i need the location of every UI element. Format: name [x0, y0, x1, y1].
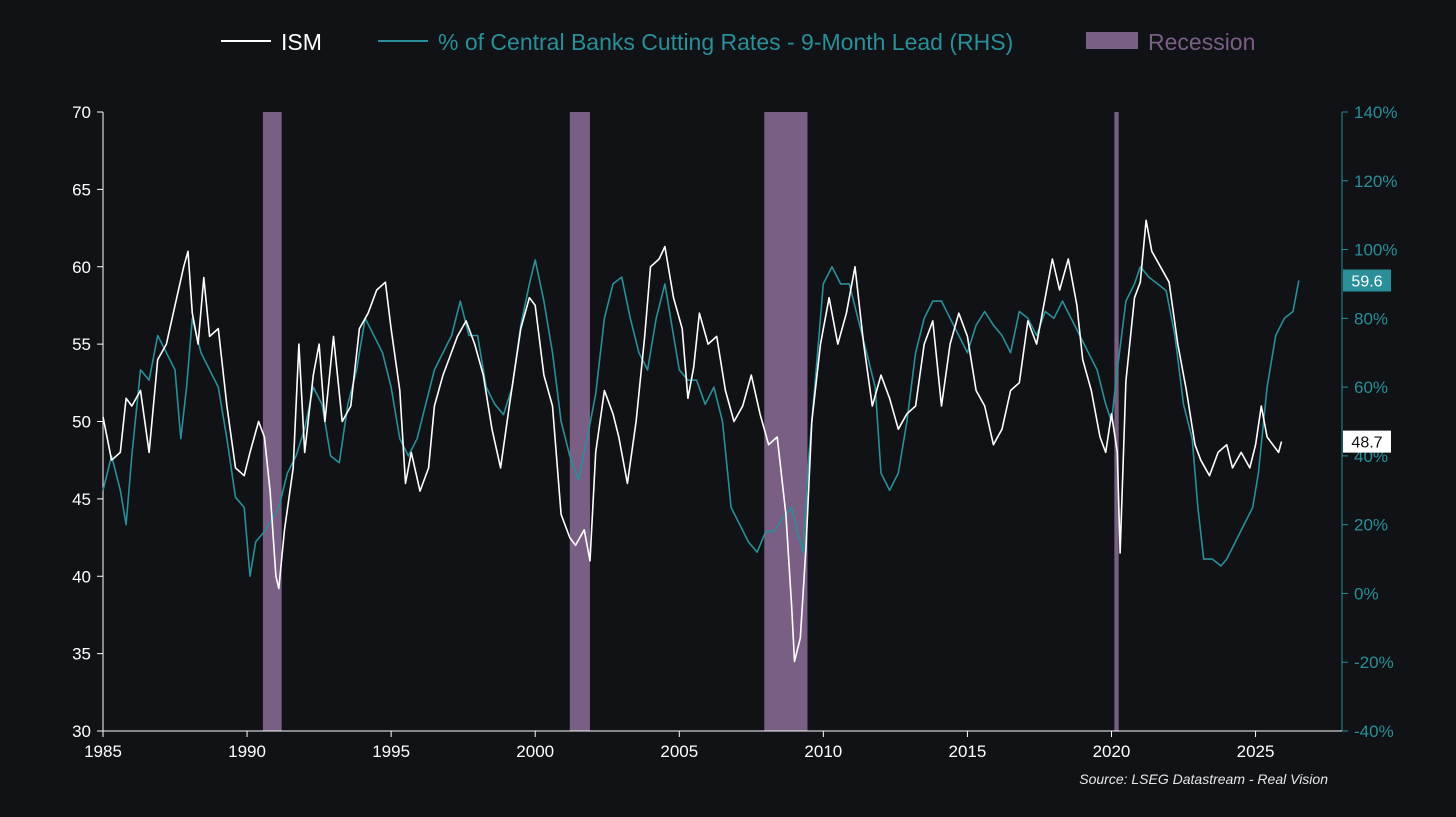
ism-line	[102, 219, 1283, 663]
legend: ISM % of Central Banks Cutting Rates - 9…	[221, 29, 1255, 55]
recession-bands	[262, 112, 1119, 731]
y-right-tick-label: 100%	[1354, 241, 1397, 260]
end-label-box	[1343, 430, 1391, 453]
x-tick-label: 2000	[516, 742, 554, 761]
series	[102, 219, 1300, 663]
legend-recession-label: Recession	[1148, 29, 1255, 55]
axes: 303540455055606570-40%-20%0%20%40%60%80%…	[72, 103, 1397, 761]
y-right-tick-label: 20%	[1354, 516, 1388, 535]
end-label-text: 48.7	[1351, 435, 1382, 452]
y-right-tick-label: -20%	[1354, 653, 1394, 672]
x-tick-label: 1990	[228, 742, 266, 761]
y-right-tick-label: 0%	[1354, 584, 1379, 603]
x-tick-label: 2005	[660, 742, 698, 761]
y-left-tick-label: 55	[72, 335, 91, 354]
y-right-tick-label: 80%	[1354, 309, 1388, 328]
end-label-1: 48.7	[1343, 430, 1391, 453]
legend-cbcut-label: % of Central Banks Cutting Rates - 9-Mon…	[438, 29, 1013, 55]
end-labels: 48.7 59.6	[1343, 269, 1391, 453]
x-tick-label: 2015	[949, 742, 987, 761]
x-tick-label: 2010	[804, 742, 842, 761]
x-tick-label: 1995	[372, 742, 410, 761]
source-note: Source: LSEG Datastream - Real Vision	[1079, 771, 1328, 787]
central-banks-cutting-line	[102, 259, 1300, 578]
y-left-tick-label: 35	[72, 645, 91, 664]
end-label-box	[1343, 269, 1391, 292]
y-right-tick-label: -40%	[1354, 722, 1394, 741]
recession-band-4	[1114, 112, 1119, 731]
x-tick-label: 2025	[1237, 742, 1275, 761]
x-tick-label: 2020	[1093, 742, 1131, 761]
recession-band-2	[569, 112, 590, 731]
y-left-tick-label: 60	[72, 258, 91, 277]
end-label-2: 59.6	[1343, 269, 1391, 292]
y-left-tick-label: 65	[72, 180, 91, 199]
y-right-tick-label: 120%	[1354, 172, 1397, 191]
y-right-tick-label: 60%	[1354, 378, 1388, 397]
y-left-tick-label: 30	[72, 722, 91, 741]
recession-band-1	[262, 112, 282, 731]
legend-recession-swatch	[1086, 32, 1138, 49]
y-left-tick-label: 70	[72, 103, 91, 122]
x-tick-label: 1985	[84, 742, 122, 761]
end-label-text: 59.6	[1351, 274, 1382, 291]
y-right-tick-label: 140%	[1354, 103, 1397, 122]
legend-ism-label: ISM	[281, 29, 322, 55]
y-left-tick-label: 45	[72, 490, 91, 509]
y-left-tick-label: 40	[72, 567, 91, 586]
y-left-tick-label: 50	[72, 413, 91, 432]
